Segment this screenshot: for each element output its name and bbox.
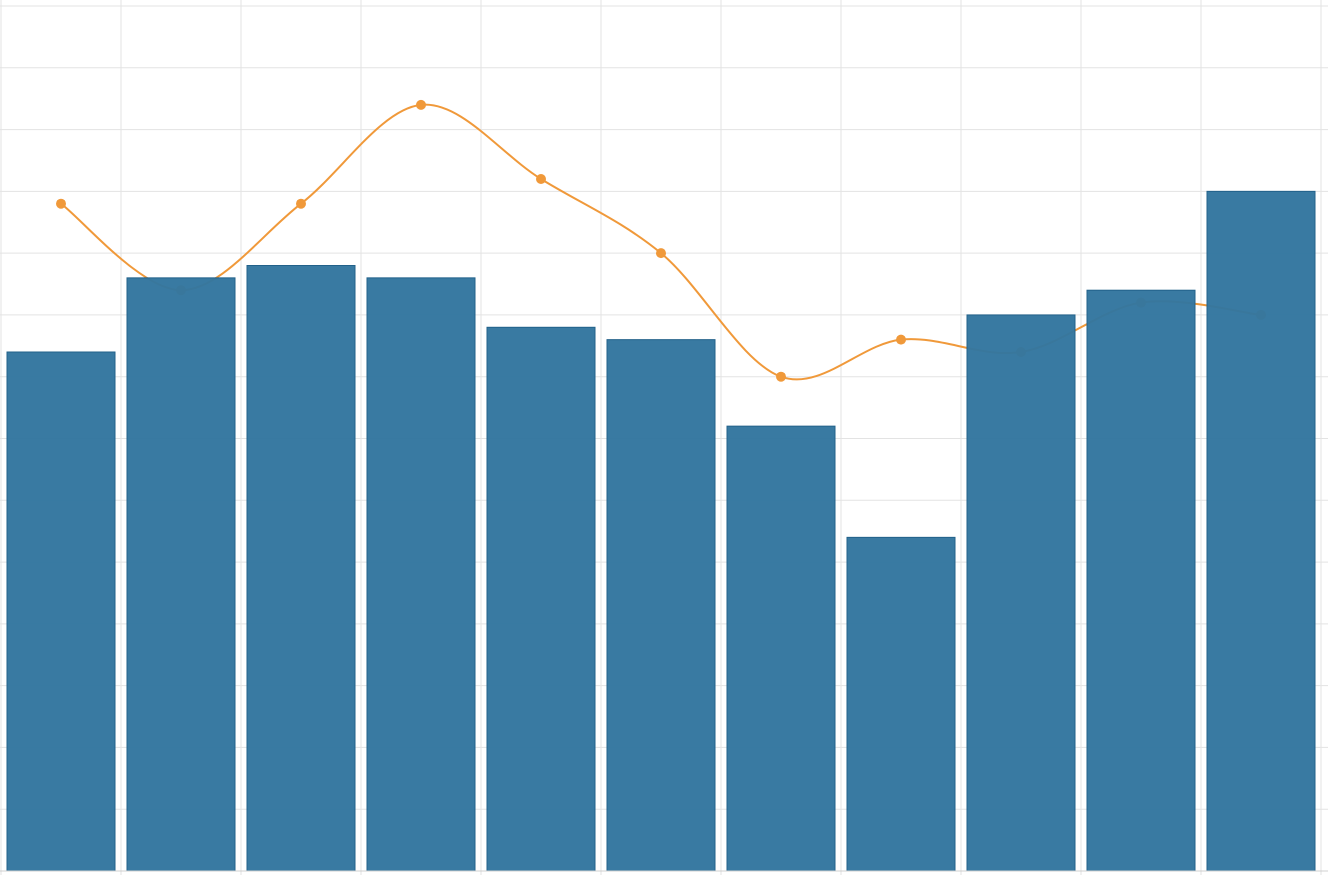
line-point [56, 198, 66, 209]
bar [846, 536, 956, 872]
bar [726, 425, 836, 872]
line-point [656, 248, 666, 259]
bar [486, 326, 596, 872]
bar [1086, 289, 1196, 872]
bar [126, 277, 236, 872]
bar [366, 277, 476, 872]
line-point [896, 334, 906, 345]
line-point [296, 198, 306, 209]
bar [966, 314, 1076, 872]
line-point [416, 99, 426, 110]
line-point [776, 371, 786, 382]
bar [606, 339, 716, 872]
bar [246, 265, 356, 872]
bar [1206, 190, 1316, 872]
line-point [536, 174, 546, 184]
bar [6, 351, 116, 872]
